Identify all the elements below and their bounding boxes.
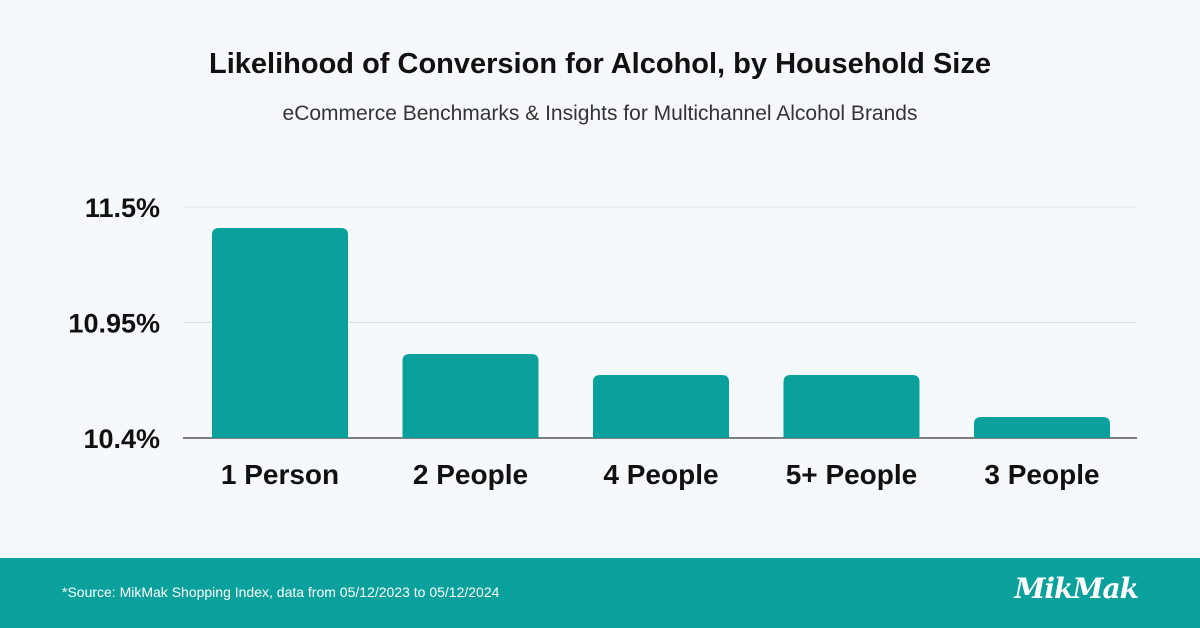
bar-5-people <box>783 375 920 438</box>
footer-bar: *Source: MikMak Shopping Index, data fro… <box>0 558 1200 628</box>
bar-chart: 10.4% 10.95% 11.5% 1 Person 2 People 4 People… <box>68 193 1137 490</box>
y-tick-label: 11.5% <box>85 193 160 223</box>
bar-3-people <box>974 417 1110 438</box>
y-tick-label: 10.4% <box>83 424 160 454</box>
source-note: *Source: MikMak Shopping Index, data fro… <box>62 584 500 600</box>
x-tick-label: 3 People <box>984 459 1099 490</box>
bar-2-people <box>402 354 539 438</box>
chart-title: Likelihood of Conversion for Alcohol, by… <box>209 48 991 80</box>
x-tick-label: 5+ People <box>786 459 918 490</box>
y-tick-label: 10.95% <box>68 309 160 339</box>
x-tick-label: 1 Person <box>221 459 339 490</box>
chart-subtitle: eCommerce Benchmarks & Insights for Mult… <box>282 102 918 125</box>
mikmak-logo: MikMak <box>1014 572 1139 605</box>
bar-1-person <box>212 228 348 438</box>
bar-4-people <box>593 375 729 438</box>
x-tick-label: 2 People <box>413 459 528 490</box>
x-tick-label: 4 People <box>603 459 718 490</box>
